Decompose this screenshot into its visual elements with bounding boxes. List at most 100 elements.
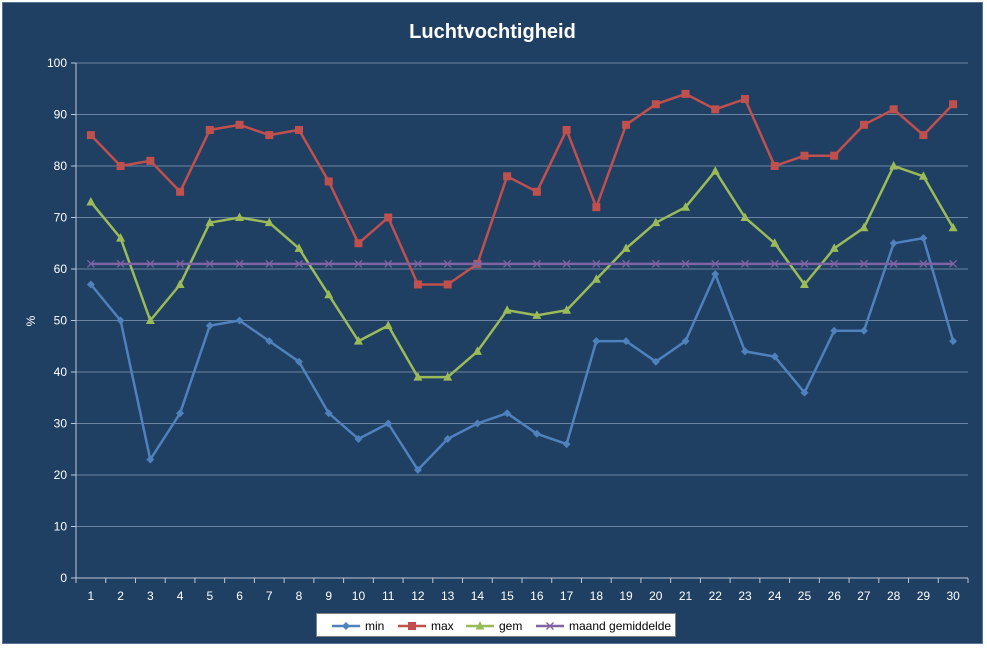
marker-stroke	[116, 259, 125, 268]
legend-label: max	[431, 619, 454, 633]
data-point	[294, 243, 304, 252]
y-tick-label: 0	[60, 571, 67, 585]
data-point	[205, 125, 214, 134]
marker-stroke	[830, 259, 839, 268]
data-point	[176, 259, 185, 268]
x-tick-label: 13	[441, 589, 455, 603]
x-tick-label: 7	[266, 589, 273, 603]
y-tick-label: 100	[47, 56, 67, 70]
data-point	[622, 120, 631, 129]
x-tick-label: 9	[325, 589, 332, 603]
data-point	[235, 120, 244, 129]
data-point	[503, 409, 512, 418]
marker-stroke	[146, 259, 155, 268]
data-point	[146, 455, 155, 464]
marker-stroke	[473, 259, 482, 268]
legend-label: maand gemiddelde	[569, 619, 672, 633]
data-point	[146, 259, 155, 268]
data-point	[681, 337, 690, 346]
x-tick-label: 4	[177, 589, 184, 603]
data-point	[532, 429, 541, 438]
data-point	[146, 156, 155, 165]
data-point	[116, 316, 125, 325]
x-tick-label: 24	[768, 589, 782, 603]
data-point	[591, 274, 601, 283]
data-point	[949, 337, 958, 346]
data-point	[176, 409, 185, 418]
series-line	[89, 236, 955, 472]
data-point	[740, 212, 750, 221]
data-point	[532, 187, 541, 196]
x-tick-label: 8	[296, 589, 303, 603]
data-point	[472, 346, 482, 355]
data-point	[116, 233, 126, 242]
data-point	[503, 172, 512, 181]
x-tick-label: 29	[917, 589, 931, 603]
data-point	[443, 259, 452, 268]
data-point	[502, 305, 512, 314]
data-point	[710, 166, 720, 175]
data-point	[413, 372, 423, 381]
data-point	[711, 105, 720, 114]
data-point	[235, 316, 244, 325]
legend-swatch	[466, 621, 494, 630]
data-point	[562, 305, 572, 314]
data-point	[830, 151, 839, 160]
x-tick-label: 18	[590, 589, 604, 603]
data-point	[176, 187, 185, 196]
x-tick-label: 14	[471, 589, 485, 603]
x-tick-label: 23	[738, 589, 752, 603]
data-point	[651, 100, 660, 109]
x-tick-label: 3	[147, 589, 154, 603]
x-tick-label: 16	[530, 589, 544, 603]
data-point	[711, 270, 720, 279]
legend-marker	[475, 621, 485, 630]
marker-stroke	[741, 259, 749, 268]
y-tick-label: 80	[54, 159, 68, 173]
data-point	[681, 89, 690, 98]
data-point	[918, 171, 928, 180]
series-line	[89, 164, 955, 379]
marker-stroke	[592, 259, 601, 268]
data-point	[86, 280, 95, 289]
data-point	[324, 409, 333, 418]
data-point	[799, 279, 809, 288]
data-point	[741, 95, 749, 104]
marker-stroke	[651, 259, 660, 268]
data-point	[651, 357, 660, 366]
data-point	[443, 280, 452, 289]
data-point	[265, 337, 274, 346]
data-point	[532, 259, 541, 268]
data-point	[383, 320, 393, 330]
x-tick-label: 5	[206, 589, 213, 603]
marker-stroke	[235, 259, 244, 268]
marker-stroke	[413, 259, 422, 268]
series-max	[86, 89, 958, 289]
x-tick-label: 19	[619, 589, 633, 603]
x-tick-label: 30	[946, 589, 960, 603]
data-point	[800, 259, 809, 268]
legend-marker	[342, 622, 350, 630]
data-point	[830, 326, 839, 335]
data-point	[265, 259, 274, 268]
data-point	[800, 388, 809, 397]
legend-swatch	[332, 622, 360, 630]
data-point	[175, 279, 185, 288]
legend-swatch	[398, 622, 426, 630]
y-tick-label: 10	[54, 520, 68, 534]
marker-stroke	[711, 259, 720, 268]
data-point	[384, 213, 393, 222]
data-point	[770, 259, 779, 268]
data-point	[413, 465, 422, 474]
x-tick-label: 1	[88, 589, 95, 603]
data-point	[235, 259, 244, 268]
data-point	[859, 326, 868, 335]
x-tick-label: 15	[500, 589, 514, 603]
data-point	[919, 131, 928, 140]
data-point	[592, 203, 601, 212]
data-point	[354, 434, 363, 443]
data-point	[205, 217, 215, 227]
data-point	[443, 434, 452, 443]
